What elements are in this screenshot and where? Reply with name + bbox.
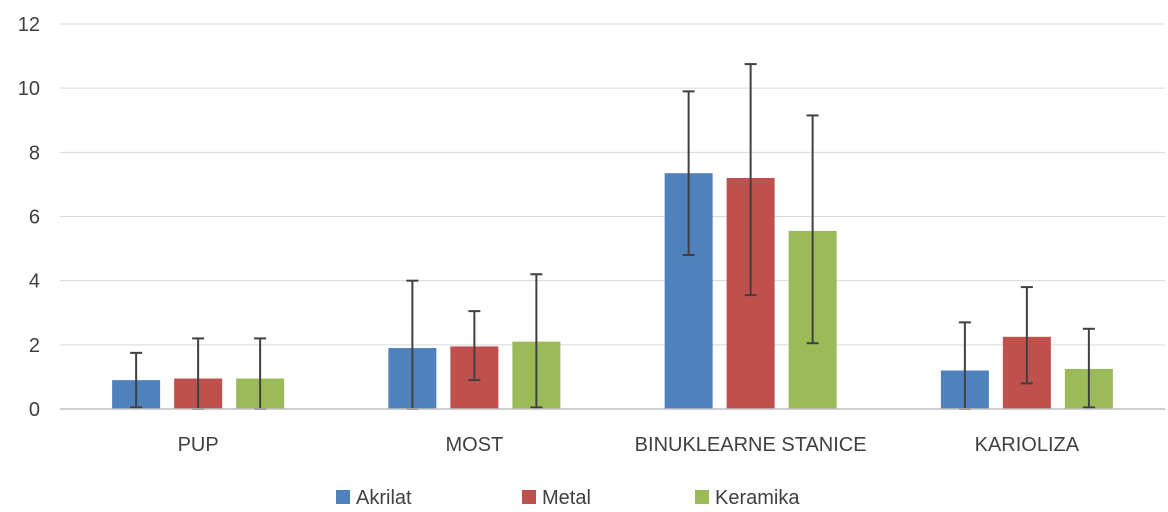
legend-item-akrilat: Akrilat [336,487,412,509]
legend-item-keramika: Keramika [695,487,800,509]
error-bar-keramika-3 [1082,327,1095,409]
gridlines [60,23,1165,346]
y-tick-label: 12 [18,14,40,36]
legend-swatch [695,490,709,504]
error-bar-metal-2 [744,63,757,297]
category-label: PUP [178,434,219,456]
category-label: MOST [445,434,503,456]
category-label: KARIOLIZA [975,434,1080,456]
category-labels: PUP MOST BINUKLEARNE STANICE KARIOLIZA [178,434,1080,456]
error-bar-akrilat-0 [130,351,143,409]
y-tick-label: 0 [29,399,40,421]
y-tick-label: 4 [29,271,40,293]
y-tick-label: 2 [29,335,40,357]
error-bar-metal-3 [1020,286,1033,385]
error-bar-keramika-2 [806,114,819,345]
legend-swatch [336,490,350,504]
error-bar-keramika-1 [530,273,543,409]
y-axis-tick-labels: 0 2 4 6 8 10 12 [18,14,40,421]
y-tick-label: 6 [29,207,40,229]
category-label: BINUKLEARNE STANICE [635,434,867,456]
legend-label: Akrilat [356,487,412,509]
y-tick-label: 8 [29,142,40,164]
legend-label: Keramika [715,487,800,509]
legend-item-metal: Metal [522,487,591,509]
bars [112,173,1113,409]
y-tick-label: 10 [18,78,40,100]
error-bar-metal-1 [468,310,481,382]
legend-label: Metal [542,487,591,509]
error-bars [130,63,1095,410]
legend: Akrilat Metal Keramika [336,487,800,509]
error-bar-akrilat-2 [682,90,695,256]
legend-swatch [522,490,536,504]
